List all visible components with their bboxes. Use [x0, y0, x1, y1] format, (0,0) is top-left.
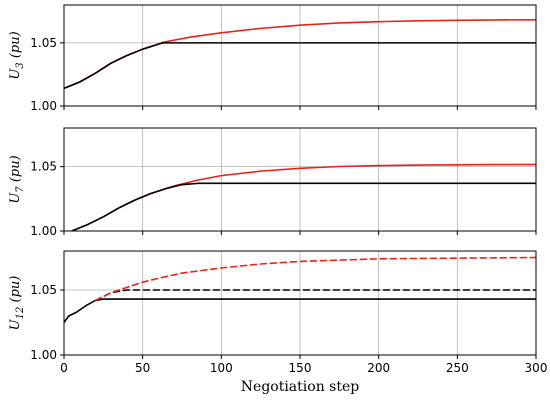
x-tick-label: 150: [289, 361, 312, 375]
x-tick-label: 0: [60, 361, 68, 375]
series-line-2: [94, 289, 536, 302]
series-group: [71, 163, 536, 231]
x-tick-label: 100: [210, 361, 233, 375]
y-tick-label: 1.00: [30, 348, 57, 362]
series-group: [64, 256, 536, 324]
subplot-1: 1.00 1.05 U3 (pu): [8, 4, 537, 113]
series-line-2: [64, 42, 536, 90]
y-tick-label: 1.05: [30, 36, 57, 50]
y-tick-label: 1.05: [30, 160, 57, 174]
x-tick-label: 50: [135, 361, 150, 375]
y-axis-label: U7 (pu): [8, 155, 26, 203]
series-line-2: [71, 182, 536, 231]
y-tick-label: 1.00: [30, 224, 57, 238]
series-group: [64, 18, 536, 90]
subplot-3: 1.00 1.05 0 50 100 150 200 250 300 U12 (pu): [8, 250, 548, 375]
subplot-2: 1.00 1.05 U7 (pu): [8, 127, 537, 238]
y-tick-label: 1.00: [30, 99, 57, 113]
x-axis-label: Negotiation step: [241, 379, 359, 395]
y-axis-label: U3 (pu): [8, 31, 26, 79]
series-line-3: [94, 256, 536, 302]
x-tick-label: 250: [446, 361, 469, 375]
x-tick-label: 300: [525, 361, 548, 375]
y-axis-label: U12 (pu): [8, 276, 26, 331]
y-tick-label: 1.05: [30, 283, 57, 297]
series-line-1: [64, 298, 536, 324]
x-tick-label: 200: [367, 361, 390, 375]
